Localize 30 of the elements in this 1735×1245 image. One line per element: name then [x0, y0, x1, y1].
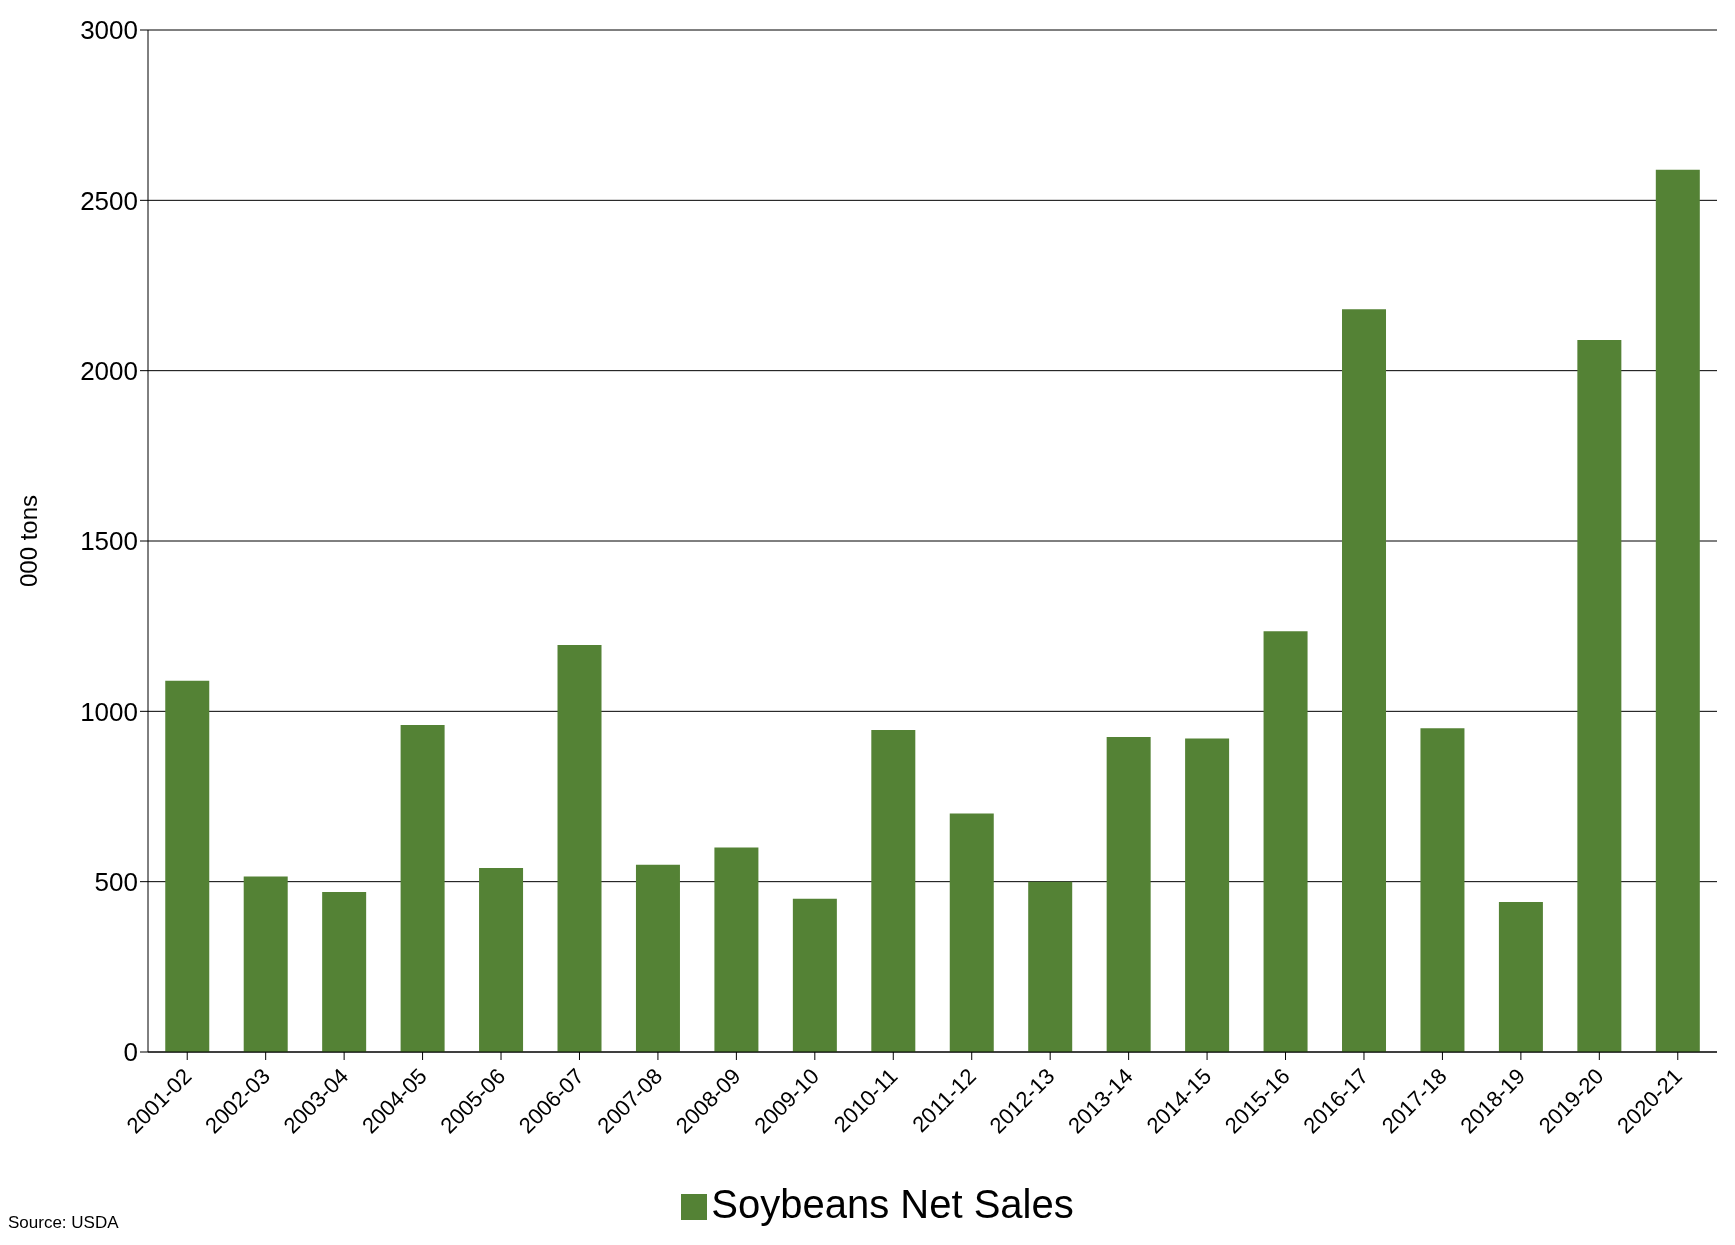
bar [635, 864, 680, 1052]
bar [792, 898, 837, 1052]
bar [557, 644, 602, 1052]
bar [1420, 728, 1465, 1052]
bar [714, 847, 759, 1052]
bar [1028, 881, 1073, 1052]
bar [1577, 340, 1622, 1052]
y-tick-label: 2500 [80, 185, 138, 216]
bar [1342, 309, 1387, 1052]
y-tick-label: 3000 [80, 15, 138, 46]
bar [1106, 736, 1151, 1052]
bar [479, 868, 524, 1052]
legend-label: Soybeans Net Sales [711, 1182, 1074, 1226]
y-tick-label: 2000 [80, 355, 138, 386]
bar [1185, 738, 1230, 1052]
bar [243, 876, 288, 1052]
bar [322, 891, 367, 1052]
bar [1498, 902, 1543, 1052]
bar [1263, 631, 1308, 1052]
y-tick-label: 500 [94, 866, 138, 897]
bar [400, 724, 445, 1052]
bar [871, 730, 916, 1052]
bar [1655, 169, 1700, 1052]
y-tick-label: 1500 [80, 526, 138, 557]
source-note: Source: USDA [8, 1213, 119, 1233]
y-axis-title: 000 tons [14, 494, 42, 588]
y-tick-label: 0 [123, 1037, 138, 1068]
y-tick-label: 1000 [80, 696, 138, 727]
bar [949, 813, 994, 1052]
bar [165, 680, 210, 1052]
